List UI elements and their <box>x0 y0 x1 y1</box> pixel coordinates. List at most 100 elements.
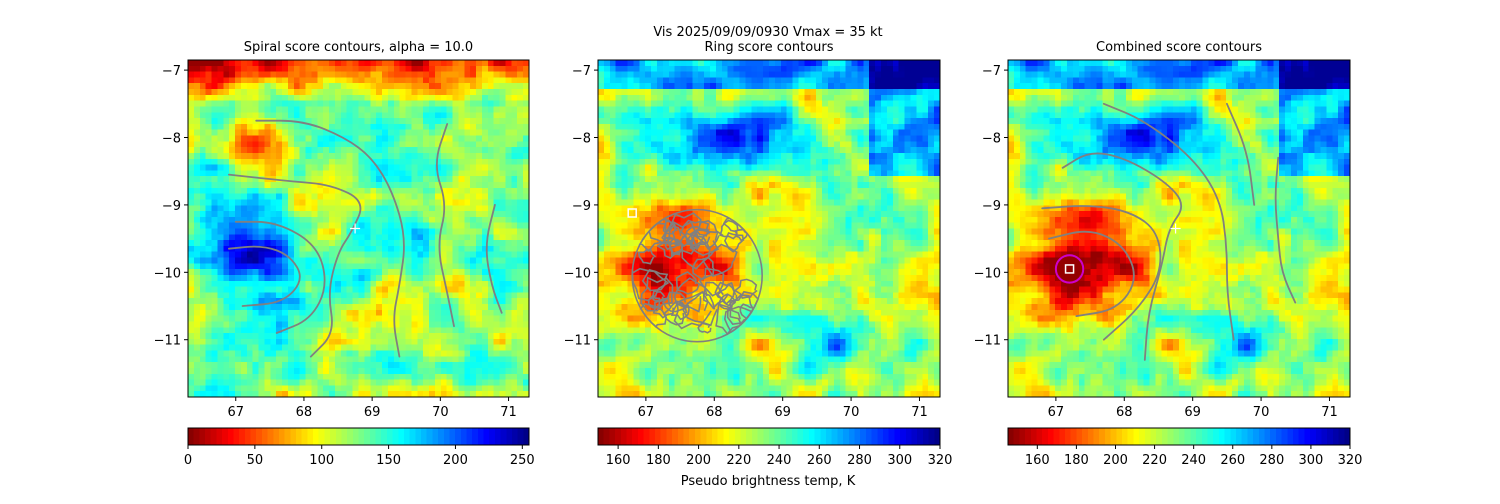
heatmap-cell <box>370 351 376 357</box>
heatmap-cell <box>728 199 735 205</box>
heatmap-cell <box>464 95 470 101</box>
heatmap-cell <box>657 95 664 101</box>
heatmap-cell <box>188 327 194 333</box>
heatmap-cell <box>704 159 711 165</box>
colorbar-tick-label: 0 <box>184 453 192 468</box>
heatmap-cell <box>282 374 288 380</box>
heatmap-cell <box>194 269 200 275</box>
heatmap-cell <box>616 130 623 136</box>
heatmap-cell <box>259 240 265 246</box>
heatmap-cell <box>745 217 752 223</box>
heatmap-cell <box>429 95 435 101</box>
heatmap-cell <box>370 269 376 275</box>
heatmap-cell <box>411 176 417 182</box>
heatmap-cell <box>616 246 623 252</box>
heatmap-cell <box>734 263 741 269</box>
heatmap-cell <box>686 83 693 89</box>
heatmap-cell <box>476 176 482 182</box>
heatmap-cell <box>622 263 629 269</box>
heatmap-cell <box>329 246 335 252</box>
heatmap-cell <box>353 304 359 310</box>
heatmap-cell <box>616 374 623 380</box>
heatmap-cell <box>288 380 294 386</box>
heatmap-cell <box>364 287 370 293</box>
heatmap-cell <box>470 345 476 351</box>
heatmap-cell <box>681 83 688 89</box>
heatmap-cell <box>669 345 676 351</box>
heatmap-cell <box>651 380 658 386</box>
heatmap-cell <box>282 234 288 240</box>
heatmap-cell <box>517 223 523 229</box>
heatmap-cell <box>429 217 435 223</box>
heatmap-cell <box>341 60 347 66</box>
heatmap-cell <box>347 205 353 211</box>
heatmap-cell <box>423 351 429 357</box>
heatmap-cell <box>223 176 229 182</box>
heatmap-cell <box>745 72 752 78</box>
heatmap-cell <box>745 327 752 333</box>
heatmap-cell <box>476 95 482 101</box>
heatmap-cell <box>406 170 412 176</box>
heatmap-cell <box>353 170 359 176</box>
heatmap-cell <box>335 351 341 357</box>
heatmap-cell <box>264 374 270 380</box>
heatmap-cell <box>604 124 611 130</box>
heatmap-cell <box>341 339 347 345</box>
heatmap-cell <box>435 205 441 211</box>
heatmap-cell <box>622 287 629 293</box>
heatmap-cell <box>494 130 500 136</box>
heatmap-cell <box>370 112 376 118</box>
heatmap-cell <box>288 83 294 89</box>
heatmap-cell <box>494 356 500 362</box>
heatmap-cell <box>200 77 206 83</box>
heatmap-cell <box>692 362 699 368</box>
heatmap-cell <box>598 165 605 171</box>
heatmap-cell <box>417 385 423 391</box>
colorbar-tick-label: 150 <box>376 453 401 468</box>
heatmap-cell <box>206 287 212 293</box>
heatmap-cell <box>610 229 617 235</box>
heatmap-cell <box>505 298 511 304</box>
heatmap-cell <box>376 292 382 298</box>
heatmap-cell <box>282 304 288 310</box>
heatmap-cell <box>657 194 664 200</box>
heatmap-cell <box>458 106 464 112</box>
heatmap-cell <box>306 60 312 66</box>
heatmap-cell <box>464 252 470 258</box>
heatmap-cell <box>270 141 276 147</box>
heatmap-cell <box>223 165 229 171</box>
heatmap-cell <box>264 77 270 83</box>
heatmap-cell <box>622 153 629 159</box>
heatmap-cell <box>622 292 629 298</box>
heatmap-cell <box>675 345 682 351</box>
heatmap-cell <box>288 356 294 362</box>
heatmap-cell <box>704 66 711 72</box>
heatmap-cell <box>476 316 482 322</box>
heatmap-cell <box>282 147 288 153</box>
heatmap-cell <box>728 269 735 275</box>
heatmap-cell <box>400 246 406 252</box>
heatmap-cell <box>616 327 623 333</box>
heatmap-cell <box>329 252 335 258</box>
heatmap-cell <box>728 339 735 345</box>
heatmap-cell <box>604 60 611 66</box>
heatmap-cell <box>282 240 288 246</box>
heatmap-cell <box>235 234 241 240</box>
heatmap-cell <box>740 211 747 217</box>
heatmap-cell <box>341 106 347 112</box>
heatmap-cell <box>633 234 640 240</box>
heatmap-cell <box>388 287 394 293</box>
heatmap-cell <box>598 292 605 298</box>
heatmap-cell <box>394 269 400 275</box>
heatmap-cell <box>382 223 388 229</box>
heatmap-cell <box>639 118 646 124</box>
heatmap-cell <box>704 153 711 159</box>
heatmap-cell <box>423 246 429 252</box>
heatmap-cell <box>604 182 611 188</box>
heatmap-cell <box>264 327 270 333</box>
heatmap-cell <box>376 223 382 229</box>
heatmap-cell <box>270 89 276 95</box>
heatmap-cell <box>288 281 294 287</box>
heatmap-cell <box>423 304 429 310</box>
heatmap-cell <box>206 292 212 298</box>
